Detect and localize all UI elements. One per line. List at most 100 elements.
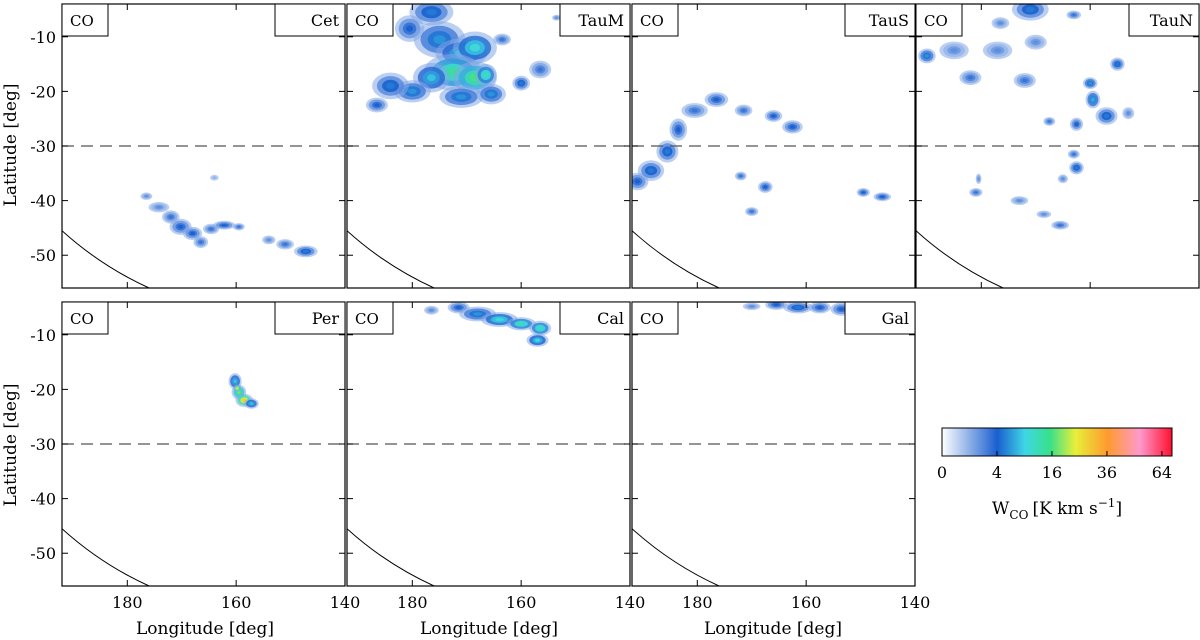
- survey-boundary-curve: [632, 230, 720, 288]
- co-emission-core: [483, 72, 489, 78]
- co-emission-core: [647, 168, 655, 174]
- survey-boundary-curve: [347, 230, 435, 288]
- region-label: TauS: [844, 3, 916, 37]
- co-emission-core: [267, 238, 271, 241]
- co-emission-core: [950, 48, 958, 53]
- region-label-box: [844, 3, 916, 37]
- co-emission-core: [817, 306, 823, 309]
- x-axis-label-col1: Longitude [deg]: [136, 619, 274, 639]
- panel-cal: CO Cal 180 160 140: [346, 301, 645, 612]
- survey-boundary-curve: [632, 528, 720, 586]
- colorbar-label-close: ]: [1115, 499, 1122, 519]
- co-tag: CO: [631, 3, 679, 37]
- co-emission-core: [500, 38, 505, 41]
- region-label: Gal: [844, 301, 916, 335]
- co-emission-core: [1042, 213, 1046, 216]
- colorbar-label-units: [K km s: [1032, 499, 1097, 519]
- co-emission-core: [429, 309, 434, 312]
- co-emission-core: [168, 215, 173, 219]
- co-emission-core: [1025, 6, 1035, 13]
- co-tag: CO: [346, 3, 394, 37]
- co-emission-core: [967, 76, 974, 80]
- y-axis-label-top: Latitude [deg]: [1, 84, 21, 207]
- x-tick-label: 180: [112, 593, 143, 612]
- x-tick-label: 180: [397, 593, 428, 612]
- co-emission-core: [537, 67, 543, 72]
- co-emission-core: [534, 338, 541, 342]
- x-axis-label-col3: Longitude [deg]: [704, 619, 842, 639]
- region-label: Cal: [559, 301, 631, 335]
- colorbar-ticks: 0 4 16 36 64: [937, 451, 1172, 482]
- co-emission-core: [1061, 177, 1065, 180]
- co-tag-box: [631, 3, 679, 37]
- co-emission-core: [199, 240, 203, 244]
- co-tag-box: [915, 3, 963, 37]
- survey-boundary-curve: [62, 528, 150, 586]
- co-tag-text: CO: [640, 12, 664, 30]
- region-label: TauN: [1128, 3, 1200, 37]
- y-tick-label: -20: [30, 82, 56, 101]
- co-tag-box: [631, 301, 679, 335]
- colorbar: 0 4 16 36 64 WCO [K km s−1]: [937, 427, 1173, 522]
- region-label: Cet: [274, 3, 346, 37]
- co-emission-core: [1072, 13, 1076, 16]
- co-emission-core: [771, 114, 776, 118]
- co-emission-core: [517, 322, 525, 326]
- co-emission-core: [233, 379, 237, 384]
- colorbar-tick-label: 16: [1042, 463, 1062, 482]
- panel-taum: CO TauM: [346, 3, 631, 289]
- co-emission-core: [303, 250, 309, 253]
- panel-taus: CO TauS: [631, 3, 916, 289]
- co-emission-core: [749, 305, 754, 308]
- y-tick-label: -20: [30, 380, 56, 399]
- co-emission-core: [487, 91, 495, 97]
- x-tick-label: 140: [330, 593, 361, 612]
- region-label-text: TauN: [1150, 11, 1193, 30]
- co-emission-core: [407, 88, 417, 94]
- co-tag: CO: [631, 301, 679, 335]
- x-tick-label: 140: [900, 593, 931, 612]
- co-emission-core: [427, 74, 436, 82]
- y-tick-label: -30: [30, 137, 56, 156]
- panel-taun: CO TauN: [915, 3, 1200, 289]
- y-tick-label: -40: [30, 490, 56, 509]
- co-emission-core: [794, 306, 802, 309]
- co-tag: CO: [61, 3, 109, 37]
- map-area: [347, 302, 630, 586]
- co-emission-core: [773, 303, 779, 306]
- co-emission-core: [741, 109, 746, 112]
- y-tick-label: -10: [30, 28, 56, 47]
- region-label-text: TauS: [869, 11, 909, 30]
- co-emission-core: [880, 195, 885, 198]
- region-label-text: Cal: [597, 309, 624, 328]
- axis-ticks: -10 -20 -30 -40 -50: [30, 4, 346, 288]
- co-emission-core: [1047, 120, 1051, 123]
- co-emission-core: [426, 9, 437, 16]
- region-label-box: [559, 3, 631, 37]
- y-tick-label: -50: [30, 544, 56, 563]
- co-emission-core: [691, 108, 698, 113]
- panel-cet: CO Cet -10 -20 -30 -40 -50: [30, 3, 346, 289]
- co-emission-core: [1033, 40, 1039, 44]
- co-emission-core: [1058, 224, 1063, 227]
- co-emission-core: [739, 175, 743, 177]
- co-tag-box: [346, 301, 394, 335]
- co-emission-core: [790, 125, 795, 129]
- colorbar-label: WCO [K km s−1]: [992, 496, 1122, 522]
- axis-ticks: [632, 4, 916, 288]
- co-emission-core: [236, 387, 239, 390]
- map-area: [632, 92, 915, 288]
- co-emission-core: [249, 402, 254, 405]
- co-tag-text: CO: [70, 310, 94, 328]
- x-axis-label-col2: Longitude [deg]: [420, 619, 558, 639]
- co-emission-core: [977, 177, 980, 180]
- axis-ticks: -10 -20 -30 -40 -50 180 160 140: [30, 302, 360, 612]
- co-emission-core: [221, 224, 227, 227]
- co-emission-core: [555, 17, 558, 19]
- co-emission-core: [998, 21, 1003, 25]
- co-emission-core: [1074, 166, 1079, 170]
- co-emission-core: [1091, 97, 1095, 102]
- co-emission-core: [676, 127, 681, 133]
- region-label: TauM: [559, 3, 631, 37]
- co-emission-core: [374, 103, 380, 107]
